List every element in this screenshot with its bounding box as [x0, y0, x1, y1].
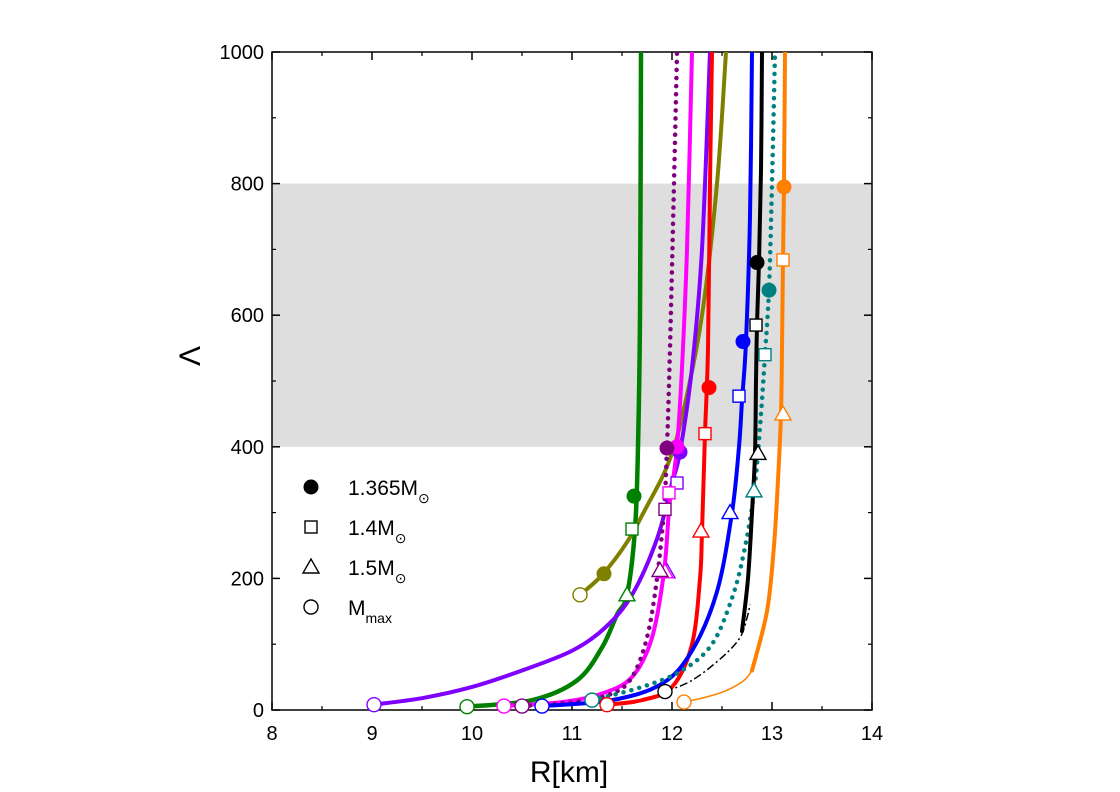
- y-tick-label: 1000: [220, 42, 265, 64]
- series-line-12: [683, 669, 753, 703]
- legend-marker-1: [303, 479, 319, 495]
- marker-1365msun: [626, 488, 642, 504]
- legend-label-3: 1.5M⊙: [348, 557, 406, 586]
- marker-1365msun: [596, 566, 612, 582]
- marker-layer: [366, 179, 793, 715]
- y-axis-title: Λ: [174, 346, 207, 366]
- legend-label-4: Mmax: [348, 597, 392, 626]
- marker-mmax: [599, 697, 615, 713]
- y-tick-label: 0: [253, 700, 264, 722]
- marker-15msun: [748, 443, 768, 461]
- marker-14msun: [776, 253, 790, 267]
- marker-14msun: [732, 389, 746, 403]
- marker-15msun: [744, 481, 764, 498]
- series-line-5: [519, 52, 680, 709]
- y-tick-label: 400: [231, 437, 264, 459]
- marker-14msun: [625, 522, 639, 536]
- marker-15msun: [650, 561, 670, 578]
- legend-label-sub-2: ⊙: [395, 530, 407, 546]
- y-tick-label: 200: [231, 568, 264, 590]
- legend: 1.365M⊙ 1.4M⊙ 1.5M⊙ Mmax: [301, 477, 430, 626]
- legend-marker-4: [303, 599, 319, 615]
- marker-14msun: [658, 502, 672, 517]
- y-tick-label: 600: [231, 305, 264, 327]
- legend-label-sub-1: ⊙: [418, 490, 430, 506]
- y-tick-label: 800: [231, 174, 264, 196]
- marker-mmax: [584, 692, 600, 708]
- marker-mmax: [676, 694, 692, 710]
- marker-15msun: [773, 404, 793, 421]
- series-line-1: [464, 52, 644, 709]
- x-tick-label: 10: [461, 723, 483, 745]
- marker-mmax: [514, 698, 530, 714]
- x-tick-label: 14: [861, 723, 883, 745]
- marker-14msun: [662, 486, 676, 500]
- marker-mmax: [657, 683, 673, 700]
- legend-marker-3: [301, 557, 321, 574]
- series-line-3: [370, 52, 712, 707]
- marker-14msun: [670, 476, 684, 490]
- marker-1365msun: [761, 282, 777, 298]
- marker-14msun: [758, 347, 772, 362]
- x-tick-label: 11: [562, 723, 583, 745]
- tick-label-layer: 8 9 10 11 12 13 14 0 200 400 600 800 1000: [220, 42, 884, 745]
- marker-15msun: [720, 503, 740, 520]
- marker-14msun: [749, 318, 763, 332]
- legend-label-sub-4: max: [366, 610, 392, 626]
- marker-mmax: [459, 699, 475, 715]
- marker-15msun: [691, 521, 711, 538]
- marker-mmax: [534, 698, 550, 714]
- legend-label-2: 1.4M⊙: [348, 517, 406, 546]
- x-tick-label: 9: [366, 723, 377, 745]
- x-tick-label: 13: [761, 723, 783, 745]
- marker-1365msun: [701, 380, 717, 396]
- marker-mmax: [572, 587, 588, 603]
- marker-mmax: [496, 698, 512, 714]
- legend-marker-2: [304, 520, 318, 534]
- x-axis-title: R[km]: [530, 756, 608, 789]
- x-tick-label: 8: [266, 723, 277, 745]
- series-line-10: [664, 604, 751, 693]
- series-line-9: [740, 52, 764, 634]
- marker-15msun: [617, 585, 637, 602]
- series-line-7: [540, 52, 754, 709]
- marker-1365msun: [659, 440, 675, 456]
- marker-1365msun: [735, 334, 751, 350]
- legend-label-sub-3: ⊙: [395, 570, 407, 586]
- marker-1365msun: [776, 179, 792, 195]
- marker-14msun: [698, 426, 712, 441]
- marker-mmax: [366, 697, 382, 713]
- x-tick-label: 12: [661, 723, 683, 745]
- marker-1365msun: [749, 255, 765, 271]
- legend-label-1: 1.365M⊙: [348, 477, 430, 506]
